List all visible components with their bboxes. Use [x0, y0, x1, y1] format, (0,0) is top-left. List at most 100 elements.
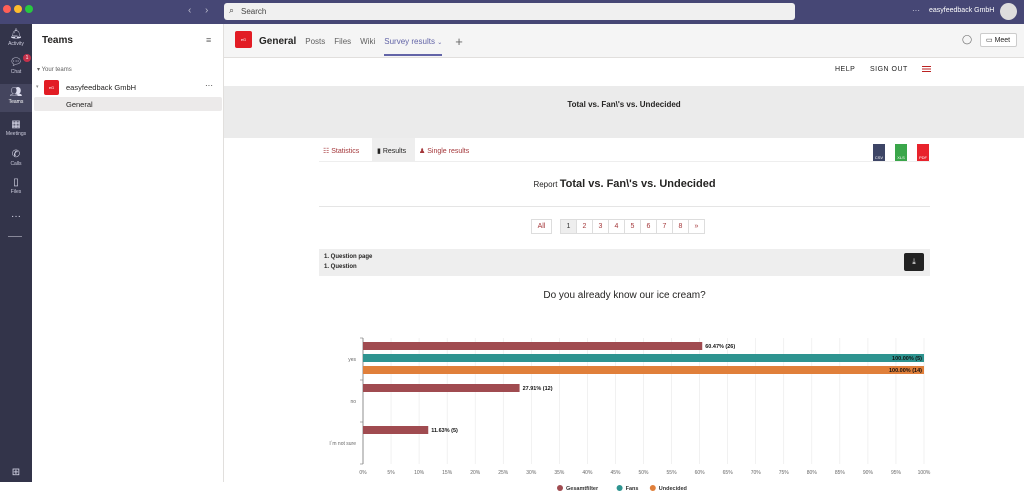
export-pdf-button[interactable]: PDF: [917, 144, 929, 161]
legend-label: Fans: [626, 486, 639, 492]
x-tick-label: 90%: [863, 470, 874, 476]
bar-chart: 0% 5% 10% 15% 20% 25% 30% 35% 40% 45% 50% 55% 60% 65%…: [329, 337, 931, 492]
page-7[interactable]: 7: [656, 219, 673, 234]
calendar-icon: ▦: [11, 119, 21, 130]
download-button[interactable]: ⤓: [904, 253, 924, 271]
x-tick-label: 15%: [442, 470, 453, 476]
page-5[interactable]: 5: [624, 219, 641, 234]
x-tick-label: 50%: [638, 470, 649, 476]
x-tick-label: 5%: [387, 470, 395, 476]
bar-gesamtfilter: [363, 384, 520, 392]
export-csv-button[interactable]: CSV: [873, 144, 885, 161]
meet-button[interactable]: ▭ Meet: [980, 33, 1017, 47]
back-icon[interactable]: ‹: [188, 5, 192, 16]
x-tick-label: 60%: [695, 470, 706, 476]
page-next[interactable]: »: [688, 219, 705, 234]
data-label: 60.47% (26): [705, 344, 735, 350]
bar-undecided: [363, 366, 924, 374]
channel-name: General: [259, 35, 297, 47]
search-input[interactable]: ⌕ Search: [224, 3, 795, 20]
team-logo: eG: [235, 31, 252, 48]
x-tick-label: 80%: [807, 470, 818, 476]
search-icon: ⌕: [229, 5, 235, 15]
avatar[interactable]: [1000, 3, 1017, 20]
rail-meetings[interactable]: ▦ Meetings: [0, 116, 32, 144]
rail-chat[interactable]: 💬︎ Chat 1: [0, 54, 32, 82]
team-logo: eG: [44, 80, 59, 95]
category-label: I´m not sure: [329, 441, 356, 447]
tab-files[interactable]: Files: [334, 36, 352, 46]
your-teams-section[interactable]: ▾ Your teams: [37, 67, 72, 73]
channel-general[interactable]: General: [34, 97, 222, 111]
more-apps-icon[interactable]: ···: [11, 211, 21, 222]
tab-survey-results[interactable]: Survey results ⌄: [384, 27, 443, 56]
banner: Total vs. Fan\'s vs. Undecided: [224, 86, 1024, 138]
maximize-window-button[interactable]: [25, 5, 33, 13]
bar-fans: [363, 354, 924, 362]
teams-title: Teams: [42, 35, 73, 46]
data-label: 27.91% (12): [523, 386, 553, 392]
legend-marker: [557, 485, 563, 491]
conversation-icon[interactable]: ◯: [962, 34, 973, 44]
close-window-button[interactable]: [3, 5, 11, 13]
data-label: 100.00% (14): [889, 368, 922, 374]
tab-single-results[interactable]: ♟ Single results: [419, 148, 470, 155]
x-tick-label: 30%: [526, 470, 537, 476]
divider: [319, 206, 930, 207]
category-label: yes: [348, 357, 356, 363]
page-6[interactable]: 6: [640, 219, 657, 234]
page-4[interactable]: 4: [608, 219, 625, 234]
x-tick-label: 25%: [498, 470, 509, 476]
page-2[interactable]: 2: [576, 219, 593, 234]
x-tick-label: 40%: [582, 470, 593, 476]
more-icon[interactable]: ···: [912, 6, 920, 15]
sign-out-link[interactable]: SIGN OUT: [870, 66, 908, 73]
user-icon: ♟: [419, 148, 426, 155]
page-3[interactable]: 3: [592, 219, 609, 234]
add-tab-icon[interactable]: +: [455, 33, 463, 49]
x-tick-label: 55%: [667, 470, 678, 476]
chart-title: Do you already know our ice cream?: [543, 290, 706, 301]
chevron-down-icon: ⌄: [437, 39, 443, 46]
x-tick-label: 20%: [470, 470, 481, 476]
chat-icon: 💬︎: [9, 57, 23, 68]
x-tick-label: 70%: [751, 470, 762, 476]
report-heading: Report Total vs. Fan\'s vs. Undecided: [533, 178, 716, 190]
tab-statistics[interactable]: ☷ Statistics: [323, 148, 360, 155]
minimize-window-button[interactable]: [14, 5, 22, 13]
x-tick-label: 95%: [891, 470, 902, 476]
x-tick-label: 10%: [414, 470, 425, 476]
question-header: 1. Question page 1. Question ⤓: [319, 249, 930, 276]
help-link[interactable]: HELP: [835, 66, 856, 73]
tab-wiki[interactable]: Wiki: [360, 36, 376, 46]
tab-results[interactable]: ▮ Results: [372, 138, 415, 162]
page-1[interactable]: 1: [560, 219, 577, 234]
x-tick-label: 45%: [610, 470, 621, 476]
bar-gesamtfilter: [363, 426, 429, 434]
phone-icon: ✆: [11, 149, 21, 160]
bell-icon: 🔔︎: [9, 29, 23, 40]
data-label: 100.00% (5): [892, 356, 922, 362]
filter-icon[interactable]: ≡: [206, 35, 212, 45]
x-tick-label: 0%: [359, 470, 367, 476]
page-all[interactable]: All: [531, 219, 552, 234]
rail-calls[interactable]: ✆ Calls: [0, 146, 32, 174]
app-rail: 🔔︎ Activity 💬︎ Chat 1 👥︎ Teams ▦ Meetings ✆ Ca…: [0, 24, 32, 482]
export-xls-button[interactable]: XLS: [895, 144, 907, 161]
teams-panel: Teams ≡ ▾ Your teams ▾ eG easyfeedback G…: [32, 24, 224, 482]
team-item[interactable]: ▾ eG easyfeedback GmbH ···: [32, 80, 224, 96]
forward-icon[interactable]: ›: [205, 5, 209, 16]
apps-icon[interactable]: ⊞: [11, 467, 21, 478]
tab-posts[interactable]: Posts: [305, 36, 326, 46]
legend-marker: [649, 485, 656, 491]
more-options-icon[interactable]: ···: [205, 81, 213, 90]
rail-teams[interactable]: 👥︎ Teams: [0, 84, 32, 112]
channel-header: eG General Posts Files Wiki Survey resul…: [224, 24, 1024, 58]
rail-files[interactable]: ▯ Files: [0, 174, 32, 202]
rail-activity[interactable]: 🔔︎ Activity: [0, 26, 32, 54]
org-name: easyfeedback GmbH: [929, 7, 995, 14]
page-8[interactable]: 8: [672, 219, 689, 234]
main-area: eG General Posts Files Wiki Survey resul…: [224, 24, 1024, 492]
report-tabs: ☷ Statistics ▮ Results ♟ Single results …: [319, 138, 930, 162]
us-flag-icon[interactable]: [922, 66, 931, 72]
